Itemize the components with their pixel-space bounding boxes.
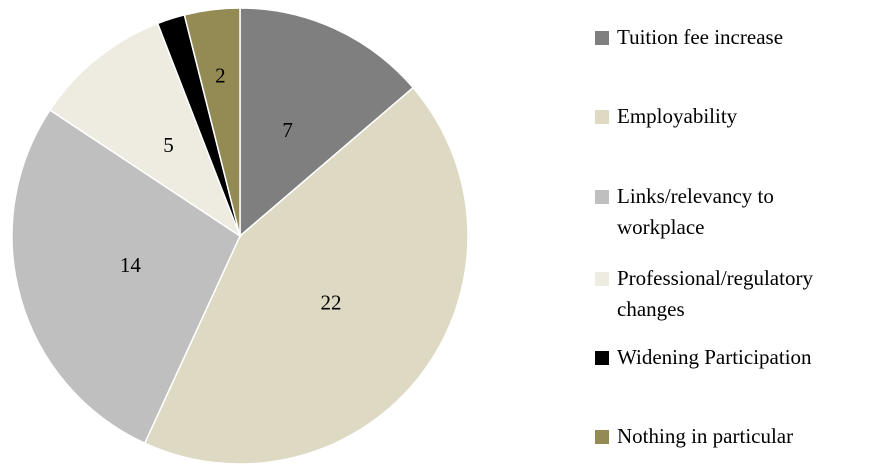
legend-label: Employability [617, 104, 738, 128]
legend-item: Tuition fee increase [595, 22, 865, 53]
legend-label: Nothing in particular [617, 424, 794, 448]
legend-item: Widening Participation [595, 342, 865, 373]
legend-swatch [595, 430, 609, 444]
legend-item: Links/relevancy to workplace [595, 181, 865, 243]
legend-label: Professional/regulatory changes [617, 266, 813, 321]
data-label: 5 [163, 133, 174, 157]
legend-item: Employability [595, 101, 865, 132]
pie-slice [183, 7, 241, 237]
legend-swatch [595, 190, 609, 204]
legend-swatch [595, 351, 609, 365]
pie-slice [239, 7, 415, 238]
data-label: 7 [282, 118, 293, 142]
legend-label: Widening Participation [617, 345, 812, 369]
legend-swatch [595, 31, 609, 45]
legend-item: Nothing in particular [595, 421, 865, 452]
chart: 7 22 14 5 2 [11, 7, 469, 464]
data-label: 14 [120, 253, 142, 277]
legend-label: Tuition fee increase [617, 25, 784, 49]
data-label: 22 [320, 291, 341, 315]
pie-slice [11, 109, 241, 445]
pie-slice [48, 22, 242, 238]
legend-item: Professional/regulatory changes [595, 263, 865, 325]
legend-swatch [595, 110, 609, 124]
legend-swatch [595, 272, 609, 286]
data-label: 2 [215, 63, 226, 87]
legend-label: Links/relevancy to workplace [617, 184, 774, 239]
